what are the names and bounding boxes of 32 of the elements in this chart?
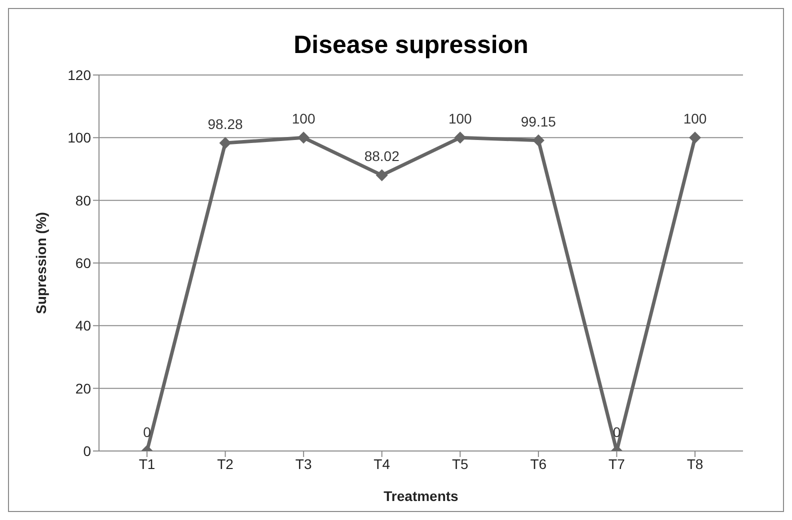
point [219, 137, 232, 150]
x-tick-label: T7 [608, 456, 626, 472]
data-label: 100 [683, 110, 707, 127]
x-axis-title: Treatments [384, 488, 459, 504]
point [454, 132, 466, 144]
y-tick-label: 120 [68, 66, 92, 83]
data-label: 98.28 [208, 116, 244, 132]
x-tick-label: T2 [217, 456, 234, 472]
y-tick-label: 0 [83, 442, 92, 459]
x-tick-label: T4 [374, 456, 390, 472]
x-tick-label: T8 [686, 456, 704, 472]
data-label: 100 [292, 110, 316, 127]
data-label: 0 [143, 424, 152, 440]
data-label: 100 [448, 110, 472, 127]
point [298, 132, 310, 144]
point [376, 169, 388, 182]
x-tick-label: T6 [530, 456, 547, 472]
point [532, 134, 544, 146]
y-axis-title: Supression (%) [32, 212, 49, 314]
x-tick-label: T1 [138, 456, 156, 472]
y-tick-label: 80 [75, 192, 92, 208]
y-tick-label: 60 [75, 254, 92, 271]
data-label: 88.02 [364, 148, 400, 164]
y-tick-label: 20 [75, 380, 92, 396]
y-tick-label: 40 [75, 318, 92, 334]
chart-title: Disease supression [292, 30, 530, 61]
x-tick-label: T3 [295, 456, 312, 472]
data-label: 0 [612, 424, 621, 440]
data-label: 99.15 [520, 113, 556, 130]
point [689, 132, 701, 144]
y-tick-label: 100 [68, 130, 92, 146]
x-tick-label: T5 [452, 456, 469, 472]
